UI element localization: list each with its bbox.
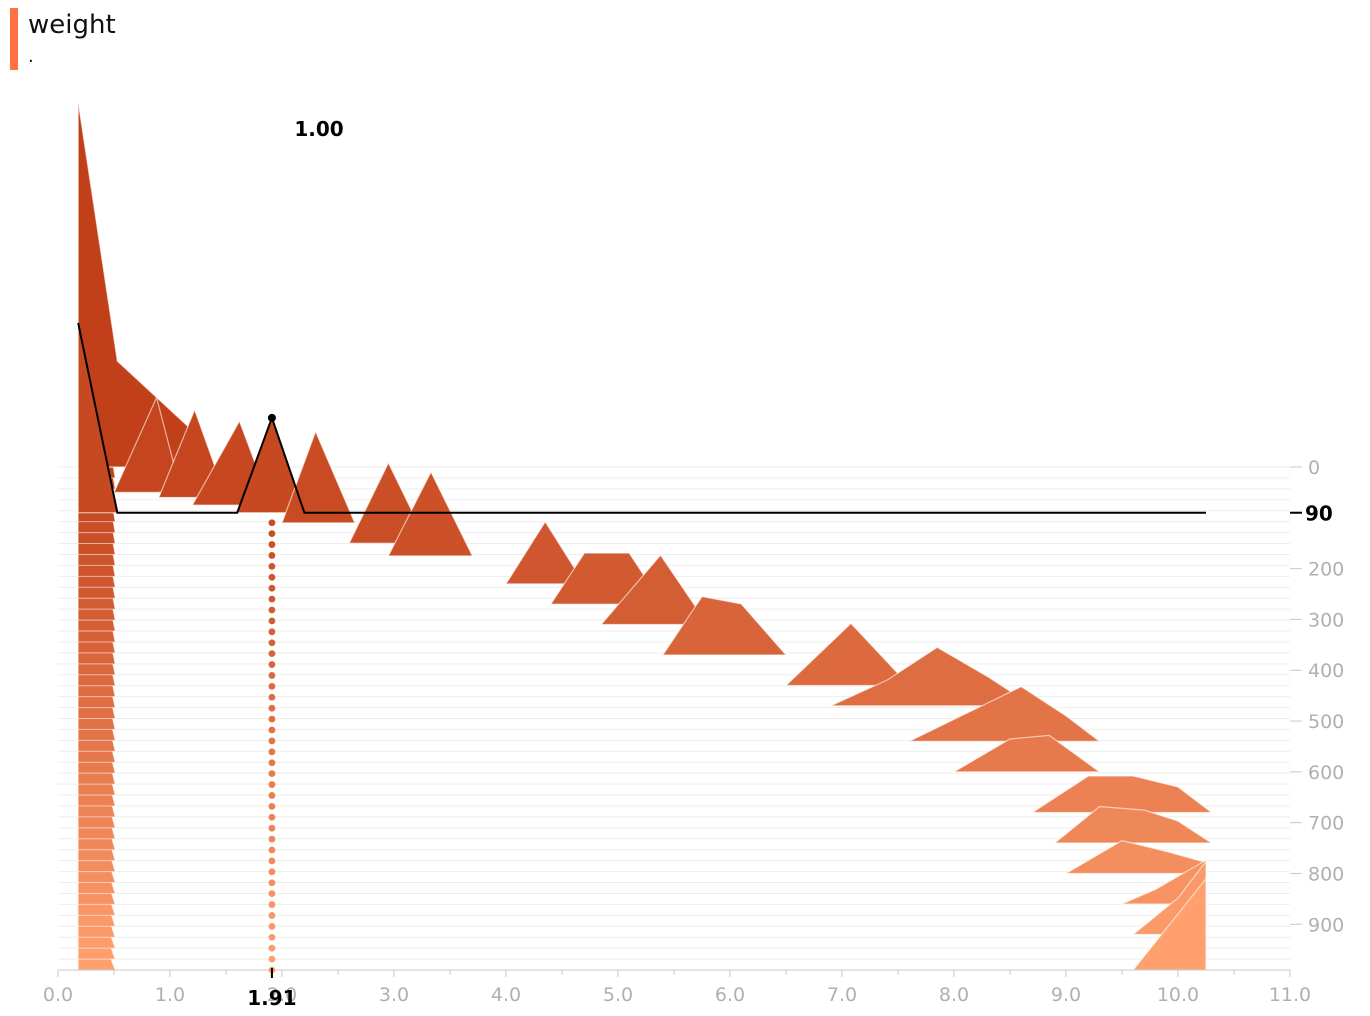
x-tick-label: 1.0 bbox=[155, 984, 185, 1006]
focus-dot bbox=[268, 595, 276, 603]
focus-dot bbox=[268, 901, 276, 908]
focus-dot bbox=[268, 606, 276, 614]
focus-dot bbox=[268, 944, 276, 952]
focus-dot bbox=[268, 584, 276, 592]
step-gridlines bbox=[58, 466, 1290, 971]
tag-description: . bbox=[28, 46, 34, 67]
histogram-slice bbox=[1053, 805, 1214, 844]
x-tick-label: 3.0 bbox=[379, 984, 409, 1006]
focus-step-label: 90 bbox=[1305, 502, 1333, 526]
histogram-slice bbox=[908, 685, 1102, 742]
x-tick-label: 9.0 bbox=[1051, 984, 1081, 1006]
step-tick-label: 800 bbox=[1308, 863, 1344, 885]
focus-dot bbox=[268, 562, 276, 570]
focus-dot bbox=[268, 693, 276, 701]
step-tick-label: 200 bbox=[1308, 559, 1344, 581]
focus-dot bbox=[268, 802, 276, 810]
x-tick-label: 11.0 bbox=[1269, 984, 1311, 1006]
focus-dot bbox=[268, 628, 276, 636]
focus-peak-marker bbox=[267, 413, 276, 422]
focus-dot bbox=[268, 552, 276, 559]
x-tick-label: 10.0 bbox=[1157, 984, 1199, 1006]
focus-dot bbox=[268, 933, 276, 941]
focus-dot bbox=[268, 857, 276, 865]
histogram-slice bbox=[1063, 839, 1207, 875]
histogram-slice bbox=[113, 395, 182, 494]
step-tick-label: 600 bbox=[1308, 762, 1344, 784]
x-tick-label: 5.0 bbox=[603, 984, 633, 1006]
focus-dot bbox=[268, 573, 276, 581]
x-axis: 0.0 1.0 2.0 3.0 4.0 5.0 6.0 7.0 8.0 9.0 10.0 11.0 bbox=[43, 969, 1311, 1006]
step-tick-label: 700 bbox=[1308, 813, 1344, 835]
focus-dot bbox=[268, 737, 276, 745]
focus-slice-outline bbox=[77, 322, 1206, 514]
focus-dot bbox=[268, 661, 276, 668]
tag-name: weight bbox=[28, 10, 116, 40]
step-tick-label: 300 bbox=[1308, 609, 1344, 631]
histogram-slice bbox=[784, 622, 911, 687]
focus-dot bbox=[268, 759, 276, 767]
focus-dot bbox=[268, 748, 276, 756]
focus-dot bbox=[268, 541, 276, 548]
histogram-slice bbox=[661, 595, 788, 656]
step-tick-label: 900 bbox=[1308, 914, 1344, 936]
focus-dot bbox=[268, 530, 276, 538]
x-tick-label: 7.0 bbox=[827, 984, 857, 1006]
histogram-slice bbox=[504, 520, 586, 585]
x-tick-label: 4.0 bbox=[491, 984, 521, 1006]
focus-dot bbox=[268, 868, 276, 876]
tag-color-bar bbox=[10, 8, 18, 70]
focus-dot bbox=[268, 890, 276, 898]
step-tick-label: 400 bbox=[1308, 660, 1344, 682]
histogram-slice bbox=[387, 470, 474, 557]
focus-dot bbox=[268, 704, 276, 712]
focus-dot bbox=[268, 650, 276, 658]
x-tick-label: 2.0 bbox=[267, 984, 297, 1006]
histogram-slice bbox=[1030, 775, 1214, 814]
focus-dot bbox=[268, 792, 276, 799]
focus-dot bbox=[268, 781, 276, 788]
step-tick-label: 500 bbox=[1308, 711, 1344, 733]
focus-value-label: 1.00 bbox=[294, 117, 343, 141]
focus-dot bbox=[268, 813, 276, 821]
focus-dot bbox=[268, 617, 276, 625]
x-tick-label: 0.0 bbox=[43, 984, 73, 1006]
focus-dot bbox=[268, 879, 276, 887]
focus-dot bbox=[268, 835, 276, 843]
focus-dot bbox=[268, 682, 276, 690]
focus-dot bbox=[268, 846, 276, 854]
focus-x-label: 1.91 bbox=[247, 986, 296, 1010]
x-tick-label: 8.0 bbox=[939, 984, 969, 1006]
focus-dot bbox=[268, 955, 276, 963]
x-tick-label: 6.0 bbox=[715, 984, 745, 1006]
focus-dot bbox=[268, 672, 276, 679]
histogram-slice bbox=[951, 734, 1102, 773]
step-axis: 0 200 300 400 500 600 700 800 900 bbox=[1290, 457, 1344, 936]
focus-dot bbox=[268, 824, 276, 832]
focus-dot bbox=[268, 726, 276, 734]
focus-dot bbox=[268, 715, 276, 723]
step-tick-label: 0 bbox=[1308, 457, 1320, 479]
focus-dot bbox=[268, 912, 276, 919]
histogram-slices bbox=[77, 101, 1214, 971]
focus-dot bbox=[268, 770, 276, 778]
histogram-slice bbox=[599, 554, 709, 626]
focus-dot bbox=[268, 922, 276, 930]
focus-dot bbox=[268, 519, 276, 527]
focus-dot bbox=[268, 639, 276, 647]
